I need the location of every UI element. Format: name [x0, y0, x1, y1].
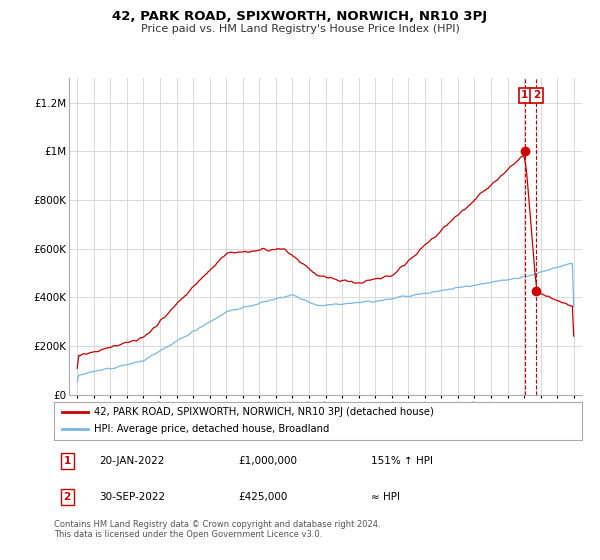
Text: £1,000,000: £1,000,000: [239, 456, 298, 466]
Text: Price paid vs. HM Land Registry's House Price Index (HPI): Price paid vs. HM Land Registry's House …: [140, 24, 460, 34]
Text: 1: 1: [64, 456, 71, 466]
Text: 42, PARK ROAD, SPIXWORTH, NORWICH, NR10 3PJ (detached house): 42, PARK ROAD, SPIXWORTH, NORWICH, NR10 …: [94, 407, 433, 417]
Text: 1: 1: [521, 90, 529, 100]
Text: ≈ HPI: ≈ HPI: [371, 492, 400, 502]
Text: 30-SEP-2022: 30-SEP-2022: [99, 492, 165, 502]
Text: Contains HM Land Registry data © Crown copyright and database right 2024.
This d: Contains HM Land Registry data © Crown c…: [54, 520, 380, 539]
Text: 151% ↑ HPI: 151% ↑ HPI: [371, 456, 433, 466]
Text: HPI: Average price, detached house, Broadland: HPI: Average price, detached house, Broa…: [94, 424, 329, 435]
Text: 2: 2: [533, 90, 540, 100]
Text: 42, PARK ROAD, SPIXWORTH, NORWICH, NR10 3PJ: 42, PARK ROAD, SPIXWORTH, NORWICH, NR10 …: [112, 10, 488, 23]
Text: 2: 2: [64, 492, 71, 502]
Text: £425,000: £425,000: [239, 492, 288, 502]
Text: 20-JAN-2022: 20-JAN-2022: [99, 456, 164, 466]
